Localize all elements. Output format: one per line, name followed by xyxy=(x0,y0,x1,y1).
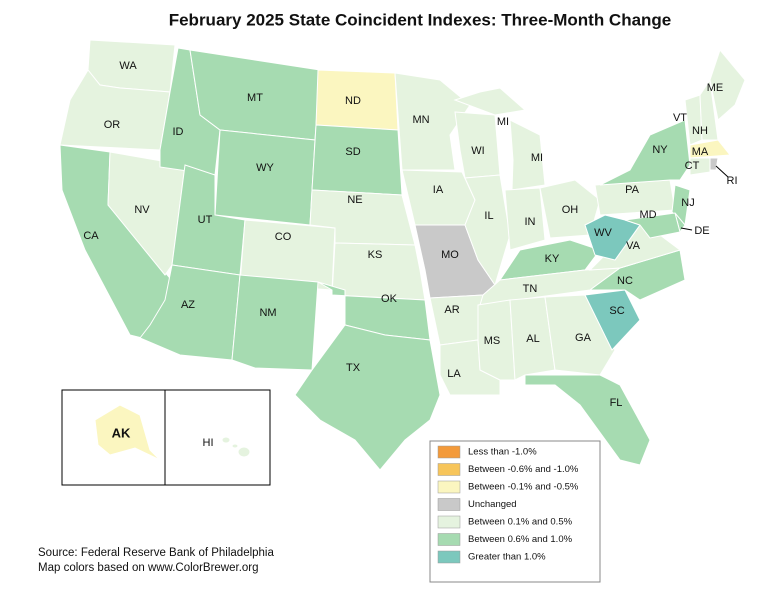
state xyxy=(524,374,651,466)
state-label: IN xyxy=(525,216,536,228)
legend-swatch xyxy=(437,463,461,476)
state xyxy=(599,119,691,186)
state-label: OH xyxy=(562,204,579,216)
state-label: NJ xyxy=(681,197,694,209)
state xyxy=(684,94,703,146)
state xyxy=(689,139,731,159)
state xyxy=(464,174,511,287)
legend-swatch xyxy=(437,480,461,494)
state-label: NH xyxy=(692,125,708,137)
state-label: FL xyxy=(610,397,623,409)
leader-line xyxy=(680,227,693,231)
state-label: IA xyxy=(433,184,444,196)
state-label: MO xyxy=(441,249,459,261)
state-label: AR xyxy=(444,304,459,316)
legend-label: Between -0.1% and -0.5% xyxy=(468,482,579,493)
state xyxy=(584,289,641,351)
legend-label: Unchanged xyxy=(468,499,517,510)
state xyxy=(453,87,527,116)
state-label: SD xyxy=(345,146,360,158)
state-label: GA xyxy=(575,332,592,344)
state-label: NM xyxy=(259,307,276,319)
state-label: SC xyxy=(609,305,624,317)
state-label: DE xyxy=(694,225,709,237)
state-label: CO xyxy=(275,231,292,243)
state xyxy=(231,274,319,371)
state xyxy=(294,324,441,471)
state-label: WV xyxy=(594,227,612,239)
state-label: MN xyxy=(412,114,429,126)
legend-swatch xyxy=(437,515,461,529)
state xyxy=(539,179,601,239)
hawaii-inset xyxy=(164,389,271,486)
state-label: MS xyxy=(484,335,501,347)
state-label: MI xyxy=(531,152,543,164)
legend-label: Less than -1.0% xyxy=(468,447,537,458)
state-label: NE xyxy=(347,194,362,206)
state-label: AZ xyxy=(181,299,195,311)
state-label: VA xyxy=(626,240,641,252)
title: February 2025 State Coincident Indexes: … xyxy=(169,10,672,29)
legend-label: Between 0.1% and 0.5% xyxy=(468,517,573,528)
state xyxy=(221,436,251,458)
state-label: AK xyxy=(112,425,131,440)
state-label: NC xyxy=(617,275,633,287)
state-label: KS xyxy=(368,249,383,261)
state xyxy=(509,119,546,191)
state-label: MD xyxy=(639,209,656,221)
state-label: ND xyxy=(345,95,361,107)
state-label: ME xyxy=(707,82,724,94)
state xyxy=(429,294,484,346)
leader-line xyxy=(715,165,729,178)
state xyxy=(509,296,556,381)
state-label: WA xyxy=(119,60,137,72)
state-label: OR xyxy=(104,119,121,131)
state-label: MT xyxy=(247,92,263,104)
state-label: CT xyxy=(685,160,700,172)
state xyxy=(709,157,719,171)
state-label: TX xyxy=(346,362,361,374)
state-label: NY xyxy=(652,144,668,156)
state xyxy=(504,187,546,251)
state xyxy=(709,48,746,121)
legend-label: Between -0.6% and -1.0% xyxy=(468,464,579,475)
legend-swatch xyxy=(437,533,461,546)
state-label: VT xyxy=(673,112,687,124)
legend-label: Between 0.6% and 1.0% xyxy=(468,534,573,545)
state-label: RI xyxy=(727,175,738,187)
legend-swatch xyxy=(437,445,461,459)
state-label: KY xyxy=(545,253,560,265)
state-label: WI xyxy=(471,145,484,157)
state xyxy=(214,129,316,226)
state-label: MI xyxy=(497,116,509,128)
state-label: CA xyxy=(83,230,99,242)
state-label: TN xyxy=(523,283,538,295)
state xyxy=(544,294,616,376)
state xyxy=(401,169,476,226)
legend-swatch xyxy=(437,498,461,511)
state-label: PA xyxy=(625,184,640,196)
state-label: ID xyxy=(173,126,184,138)
state xyxy=(94,404,161,461)
legend-swatch xyxy=(437,550,461,564)
state-label: MA xyxy=(692,146,709,158)
state-label: HI xyxy=(203,437,214,449)
state-label: UT xyxy=(198,214,213,226)
legend-label: Greater than 1.0% xyxy=(468,552,546,563)
state-label: OK xyxy=(381,293,398,305)
state xyxy=(624,212,681,239)
state-label: AL xyxy=(526,333,539,345)
state xyxy=(689,157,711,176)
state xyxy=(311,124,403,196)
source: Source: Federal Reserve Bank of Philadel… xyxy=(38,547,274,559)
state-label: NV xyxy=(134,204,150,216)
state-label: IL xyxy=(484,210,493,222)
state-label: WY xyxy=(256,162,274,174)
state-label: LA xyxy=(447,368,461,380)
source: Map colors based on www.ColorBrewer.org xyxy=(38,562,259,574)
